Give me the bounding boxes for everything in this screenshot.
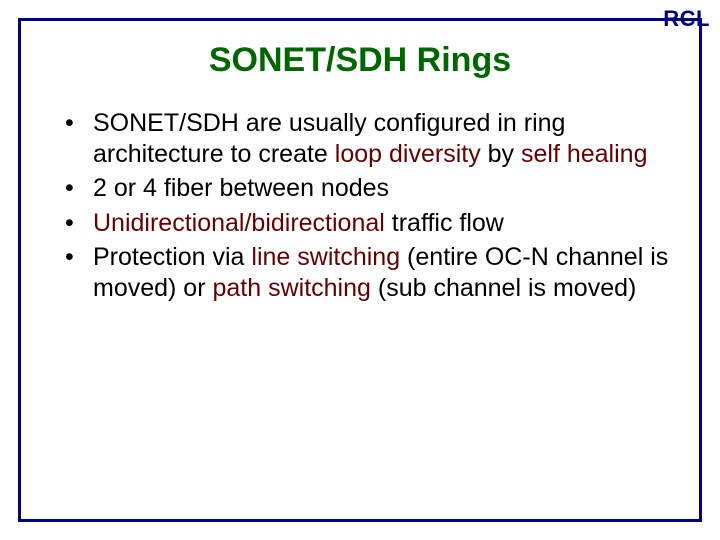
slide-title: SONET/SDH Rings (21, 41, 699, 80)
bullet-item: Unidirectional/bidirectional traffic flo… (65, 208, 671, 239)
bullet-item: 2 or 4 fiber between nodes (65, 173, 671, 204)
bullet-list: SONET/SDH are usually configured in ring… (21, 108, 699, 303)
body-text: by (481, 140, 521, 168)
body-text: Protection via (93, 243, 251, 271)
term-text: Unidirectional/bidirectional (93, 209, 385, 237)
term-text: self healing (521, 140, 647, 168)
slide-frame: SONET/SDH Rings SONET/SDH are usually co… (18, 18, 702, 522)
term-text: line switching (251, 243, 400, 271)
body-text: 2 or 4 fiber between nodes (93, 174, 389, 202)
term-text: path switching (212, 274, 370, 302)
term-text: loop diversity (335, 140, 481, 168)
bullet-item: Protection via line switching (entire OC… (65, 242, 671, 303)
body-text: (sub channel is moved) (371, 274, 636, 302)
body-text: traffic flow (385, 209, 504, 237)
bullet-item: SONET/SDH are usually configured in ring… (65, 108, 671, 169)
